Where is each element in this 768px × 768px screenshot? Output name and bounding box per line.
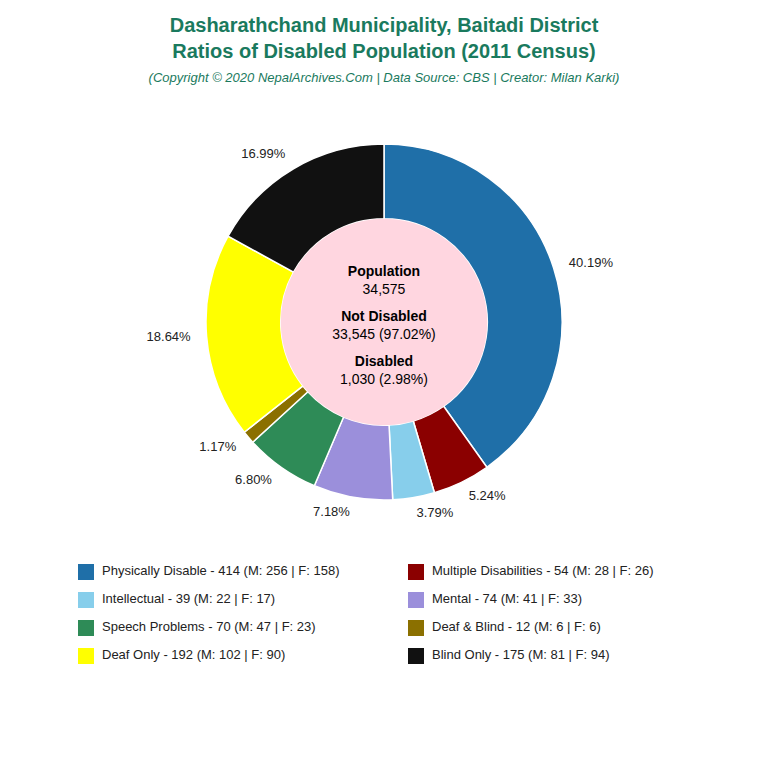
legend-swatch xyxy=(78,564,94,580)
annotation: 1,030 (2.98%) xyxy=(340,371,428,387)
slice xyxy=(389,421,434,500)
legend-entry: Speech Problems - 70 (M: 47 | F: 23) xyxy=(102,619,316,634)
subtitle: (Copyright © 2020 NepalArchives.Com | Da… xyxy=(149,70,620,85)
legend-swatch xyxy=(408,620,424,636)
legend-entry: Physically Disable - 414 (M: 256 | F: 15… xyxy=(102,563,339,578)
data-label: 6.80% xyxy=(235,472,272,487)
center-circle xyxy=(281,219,487,425)
annotation: 33,545 (97.02%) xyxy=(332,326,436,342)
legend-entry: Blind Only - 175 (M: 81 | F: 94) xyxy=(432,647,610,662)
legend-swatch xyxy=(78,620,94,636)
title: Dasharathchand Municipality, Baitadi Dis… xyxy=(170,14,599,62)
data-label: 1.17% xyxy=(199,439,236,454)
legend-swatch xyxy=(408,592,424,608)
legend-entry: Intellectual - 39 (M: 22 | F: 17) xyxy=(102,591,275,606)
data-label: 40.19% xyxy=(569,255,614,270)
chart: Dasharathchand Municipality, Baitadi Dis… xyxy=(0,0,768,768)
data-labels: 40.19% 5.24% 3.79% 7.18% 6.80% 1.17% 18.64% 16.… xyxy=(147,146,614,519)
data-label: 18.64% xyxy=(147,329,192,344)
annotation: Not Disabled xyxy=(341,308,427,324)
data-label: 5.24% xyxy=(469,488,506,503)
slices xyxy=(206,144,562,500)
annotation: Disabled xyxy=(355,353,413,369)
data-label: 3.79% xyxy=(416,505,453,520)
legend-swatch xyxy=(408,564,424,580)
legend-entry: Deaf & Blind - 12 (M: 6 | F: 6) xyxy=(432,619,601,634)
center-text: Population 34,575 Not Disabled 33,545 (97.0… xyxy=(332,263,436,387)
legend-swatch xyxy=(78,592,94,608)
legend-swatch xyxy=(78,648,94,664)
legend-swatch xyxy=(408,648,424,664)
legend-entry: Mental - 74 (M: 41 | F: 33) xyxy=(432,591,582,606)
annotation: Population xyxy=(348,263,420,279)
legend: Physically Disable - 414 (M: 256 | F: 15… xyxy=(78,563,654,664)
data-label: 16.99% xyxy=(241,146,286,161)
annotation: 34,575 xyxy=(363,281,406,297)
legend-entry: Multiple Disabilities - 54 (M: 28 | F: 2… xyxy=(432,563,654,578)
legend-entry: Deaf Only - 192 (M: 102 | F: 90) xyxy=(102,647,285,662)
data-label: 7.18% xyxy=(313,504,350,519)
